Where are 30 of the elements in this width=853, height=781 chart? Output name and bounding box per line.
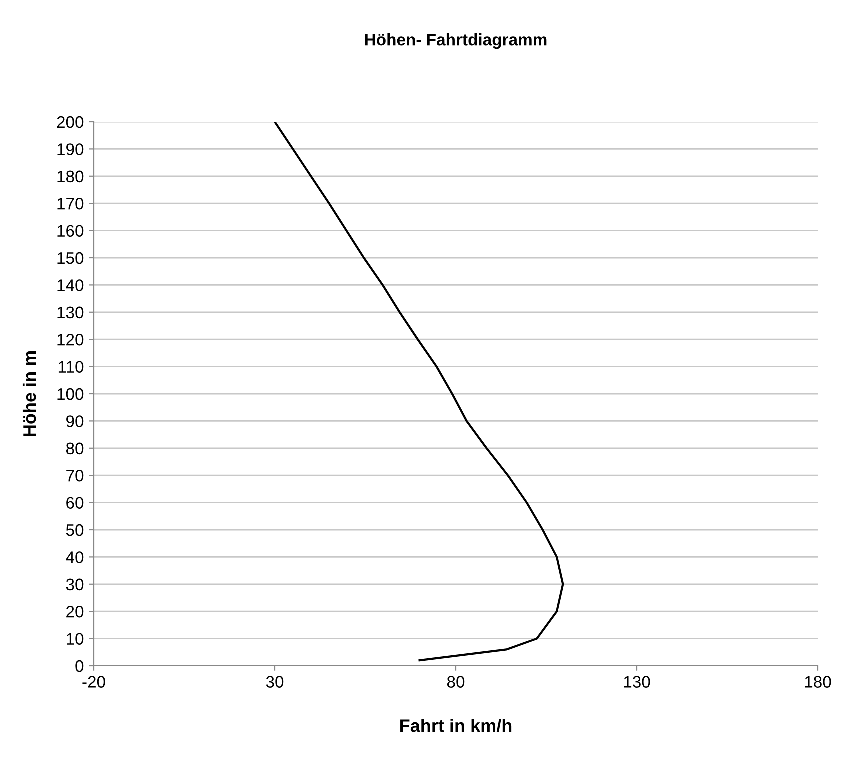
y-tick-label: 160	[58, 225, 84, 238]
y-tick-label: 110	[58, 361, 84, 374]
y-tick-label: 150	[58, 252, 84, 264]
y-tick-label: 80	[66, 442, 84, 455]
y-tick-label: 140	[58, 280, 84, 292]
y-tick-label: 40	[66, 552, 84, 564]
y-tick-label: 90	[66, 416, 84, 428]
x-tick-label: 30	[266, 676, 284, 688]
y-tick-label: 120	[58, 334, 84, 346]
y-tick-label: 190	[58, 144, 84, 156]
x-tick-label: 180	[805, 676, 832, 688]
y-tick-label: 180	[58, 170, 84, 183]
x-tick-label: 130	[624, 676, 650, 688]
x-tick-label: 80	[447, 676, 465, 688]
y-tick-label: 130	[58, 306, 84, 319]
y-axis-title: Höhe in m	[22, 351, 36, 436]
line-series	[274, 122, 564, 662]
chart-title: Höhen- Fahrtdiagramm	[365, 34, 547, 50]
y-tick-label: 60	[66, 497, 84, 510]
y-tick-label: 70	[66, 470, 84, 482]
y-tick-label: 200	[57, 116, 84, 128]
y-tick-label: 50	[66, 524, 84, 536]
y-tick-label: 20	[66, 606, 84, 618]
y-tick-label: 30	[66, 578, 84, 591]
x-tick-label: -20	[82, 676, 106, 688]
y-tick-label: 10	[67, 633, 84, 646]
y-tick-label: 170	[58, 198, 84, 210]
x-axis-title: Fahrt in km/h	[400, 719, 512, 732]
y-tick-label: 100	[58, 388, 84, 400]
y-tick-label: 0	[76, 660, 84, 672]
